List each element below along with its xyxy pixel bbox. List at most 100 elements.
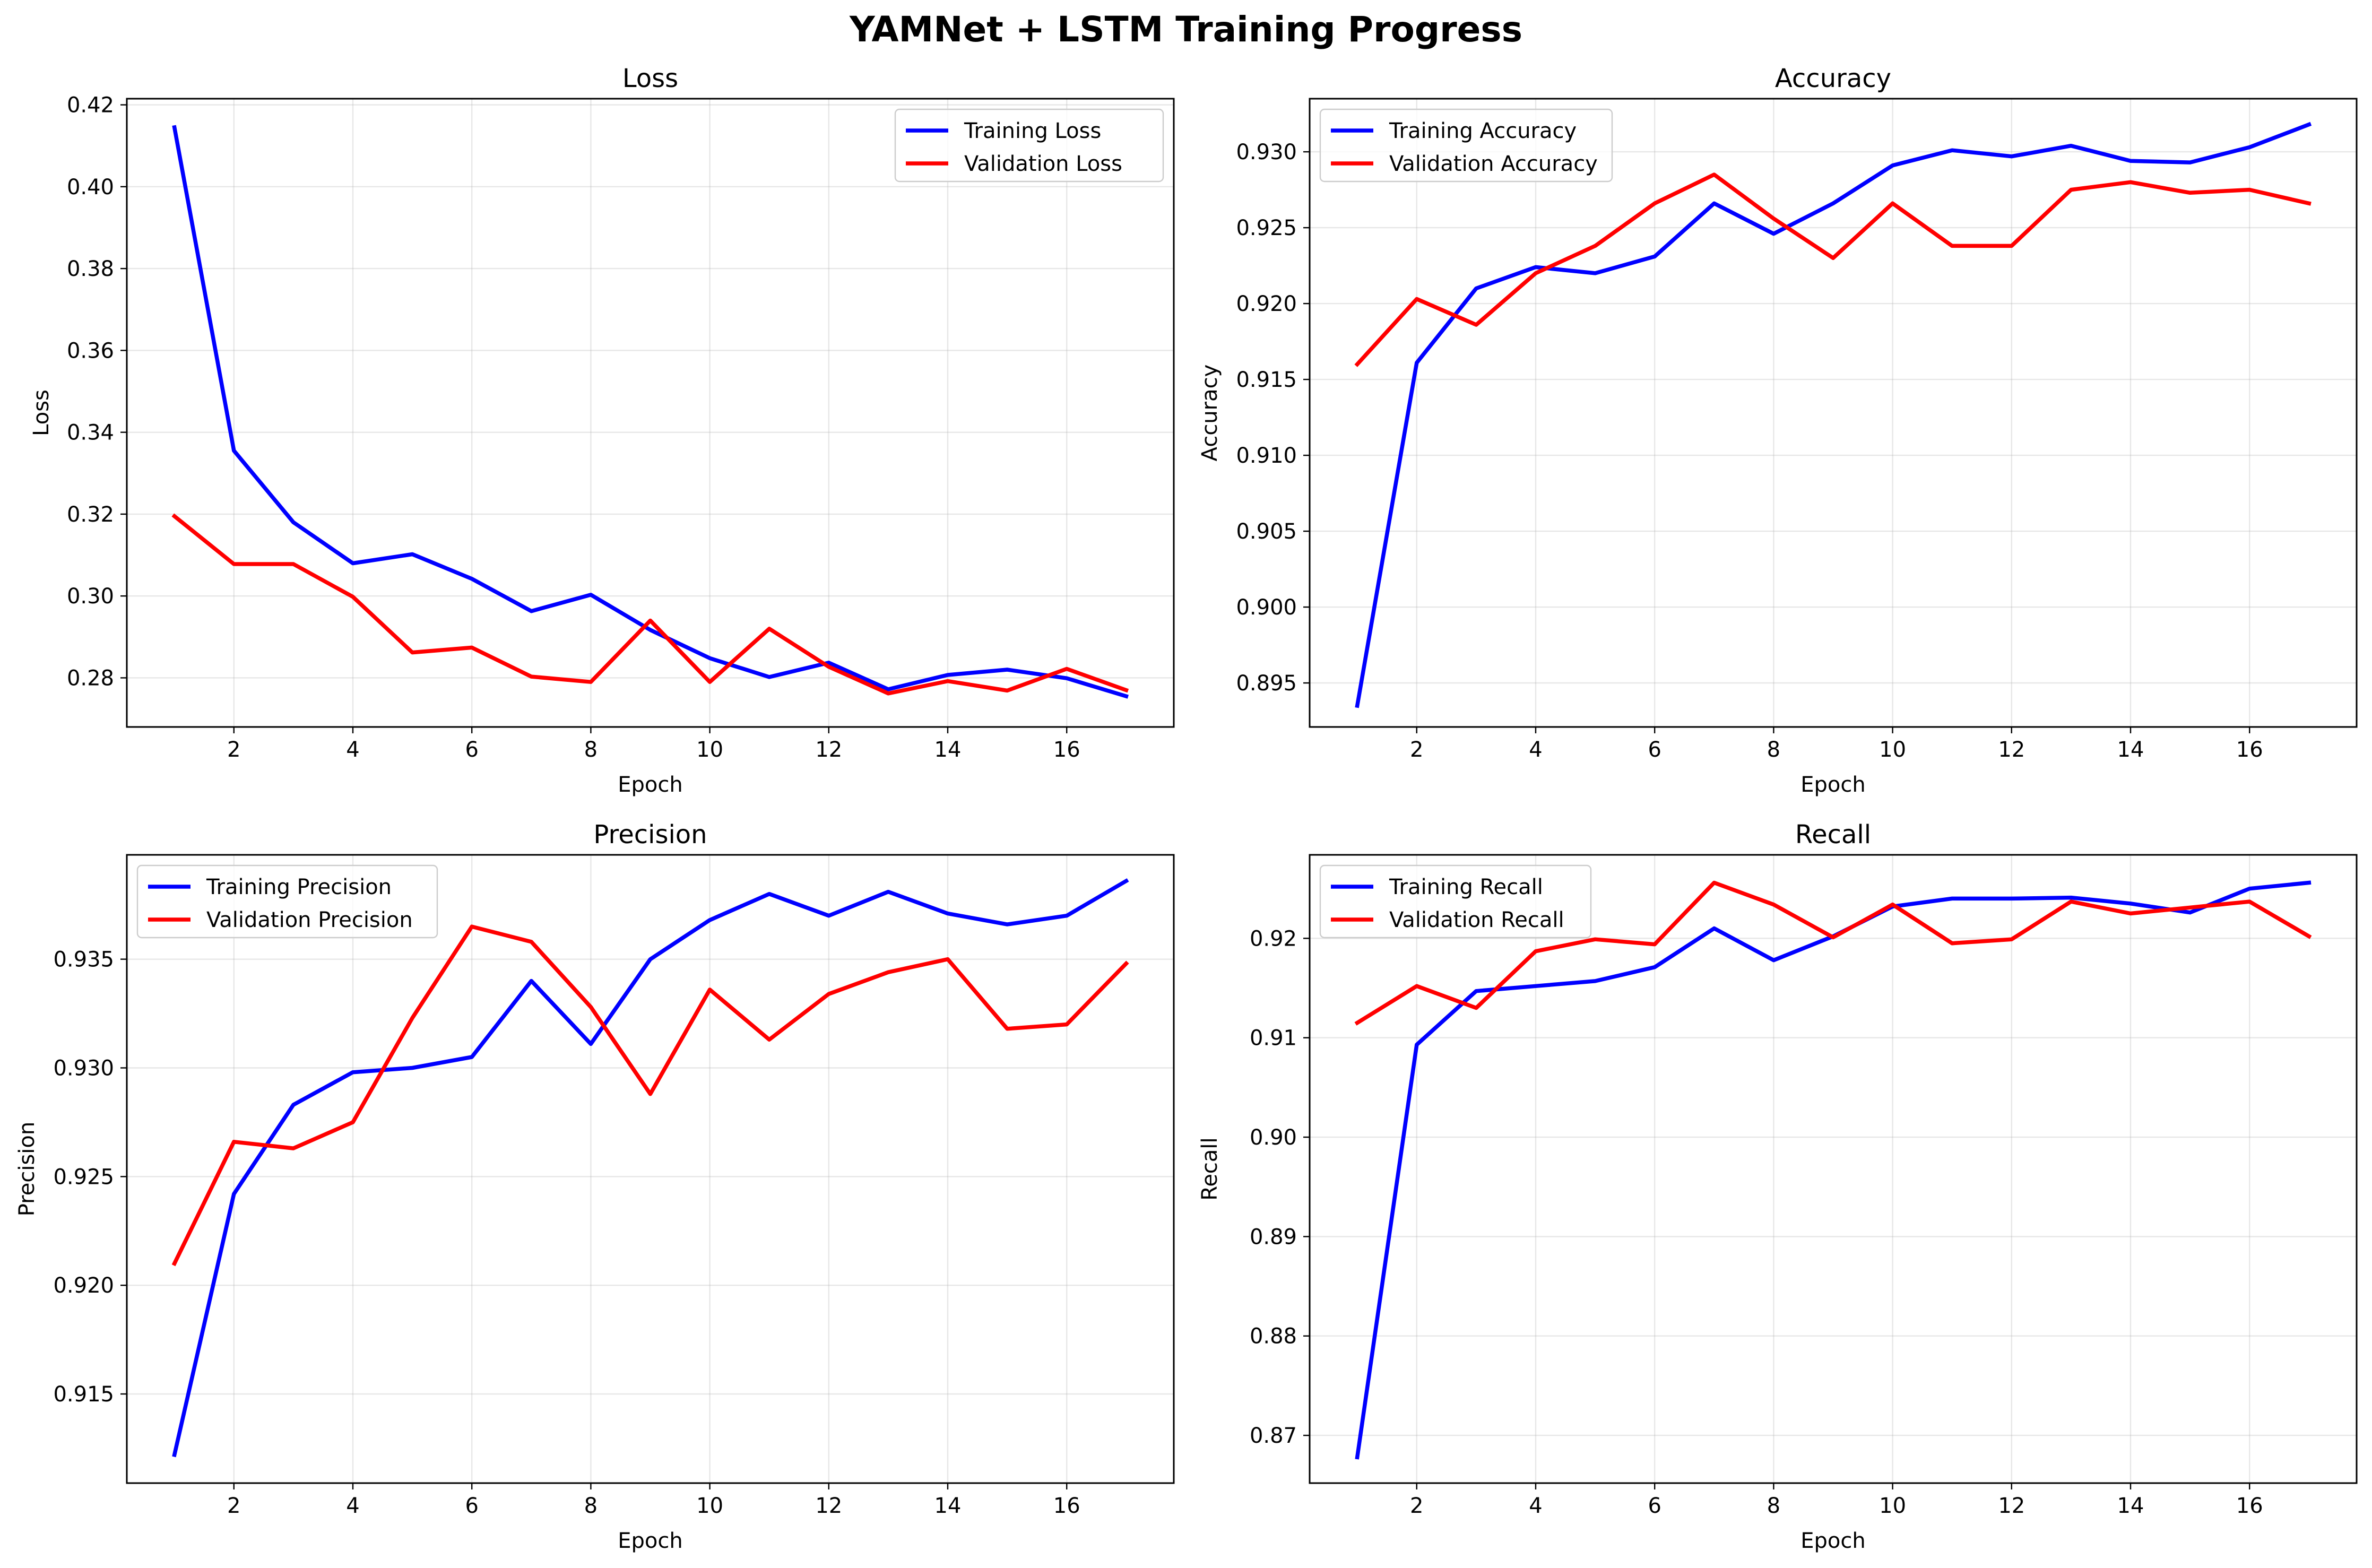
chart-title: Loss — [622, 64, 678, 93]
series-line-training-accuracy — [1355, 122, 2312, 708]
y-tick-label: 0.28 — [67, 666, 114, 690]
y-tick-label: 0.32 — [67, 503, 114, 527]
chart-accuracy: 2 4 6 8 10 12 14 16 0.895 0.900 0.905 0.910 0.915 0.9… — [1198, 64, 2358, 797]
legend: Training Loss Validation Loss — [894, 108, 1164, 183]
y-tick-label: 0.915 — [53, 1382, 114, 1407]
figure-title: YAMNet + LSTM Training Progress — [849, 9, 1522, 50]
y-tick-label: 0.905 — [1236, 519, 1297, 544]
y-tick-label: 0.36 — [67, 339, 114, 363]
x-tick-label: 6 — [465, 738, 478, 762]
y-tick-label: 0.34 — [67, 421, 114, 445]
series-line-validation-loss — [171, 513, 1129, 696]
x-axis-label: Epoch — [618, 773, 682, 797]
y-tick-label: 0.42 — [67, 93, 114, 118]
y-tick-label: 0.92 — [1250, 926, 1297, 951]
x-tick-label: 4 — [346, 738, 359, 762]
y-axis-label: Accuracy — [1198, 365, 1222, 462]
chart-title: Precision — [593, 820, 707, 850]
legend: Training Precision Validation Precision — [136, 864, 438, 939]
y-tick-label: 0.920 — [1236, 292, 1297, 316]
x-tick-label: 16 — [1053, 738, 1080, 762]
x-tick-label: 6 — [1648, 738, 1661, 762]
y-tick-label: 0.89 — [1250, 1225, 1297, 1249]
x-tick-label: 8 — [1767, 738, 1780, 762]
legend-label: Training Recall — [1389, 875, 1543, 899]
x-tick-label: 14 — [934, 738, 962, 762]
y-tick-label: 0.38 — [67, 257, 114, 281]
y-tick-label: 0.900 — [1236, 595, 1297, 620]
legend-label: Validation Accuracy — [1389, 152, 1598, 176]
plot-frame — [1309, 854, 2358, 1484]
plot-frame — [126, 854, 1175, 1484]
legend-box — [1319, 864, 1592, 939]
legend-label: Validation Recall — [1389, 908, 1564, 932]
chart-loss: 2 4 6 8 10 12 14 16 0.28 0.30 0.32 0.34 0.36 0.38 0.40… — [29, 64, 1175, 797]
chart-precision: 2 4 6 8 10 12 14 16 0.915 0.920 0.925 0.930 0.935 Pre… — [15, 820, 1175, 1553]
x-tick-label: 6 — [465, 1494, 478, 1518]
legend-label: Validation Precision — [206, 908, 413, 932]
x-tick-label: 8 — [584, 1494, 598, 1518]
legend-box — [136, 864, 438, 939]
y-tick-label: 0.930 — [1236, 140, 1297, 164]
legend-label: Validation Loss — [964, 152, 1122, 176]
x-tick-label: 16 — [2236, 1494, 2263, 1518]
x-tick-label: 12 — [815, 1494, 842, 1518]
legend-box — [1319, 108, 1613, 183]
y-tick-label: 0.935 — [53, 948, 114, 972]
y-tick-label: 0.30 — [67, 584, 114, 609]
plot-frame — [126, 98, 1175, 728]
series-line-validation-recall — [1354, 880, 2312, 1026]
y-axis-label: Recall — [1198, 1137, 1222, 1200]
x-tick-label: 16 — [1053, 1494, 1080, 1518]
x-tick-label: 2 — [227, 738, 240, 762]
x-tick-label: 2 — [1410, 1494, 1423, 1518]
chart-recall: 2 4 6 8 10 12 14 16 0.87 0.88 0.89 0.90 0.91 0.92 Reca… — [1198, 820, 2358, 1553]
x-tick-label: 8 — [584, 738, 598, 762]
x-axis-label: Epoch — [618, 1529, 682, 1553]
x-tick-label: 14 — [2117, 1494, 2144, 1518]
x-tick-label: 12 — [1998, 1494, 2025, 1518]
x-tick-label: 16 — [2236, 738, 2263, 762]
legend-box — [894, 108, 1164, 183]
y-axis-label: Precision — [15, 1122, 39, 1216]
legend-label: Training Precision — [206, 875, 392, 899]
x-tick-label: 10 — [1879, 1494, 1906, 1518]
y-tick-label: 0.925 — [1236, 216, 1297, 240]
x-tick-label: 2 — [1410, 738, 1423, 762]
x-tick-label: 6 — [1648, 1494, 1661, 1518]
x-tick-label: 10 — [1879, 738, 1906, 762]
chart-title: Accuracy — [1775, 64, 1891, 93]
x-tick-label: 10 — [696, 1494, 723, 1518]
y-tick-label: 0.87 — [1250, 1424, 1297, 1448]
legend-label: Training Accuracy — [1389, 119, 1577, 143]
y-tick-label: 0.91 — [1250, 1026, 1297, 1051]
x-axis-label: Epoch — [1800, 773, 1865, 797]
y-tick-label: 0.40 — [67, 175, 114, 200]
legend: Training Accuracy Validation Accuracy — [1319, 108, 1613, 183]
y-tick-label: 0.930 — [53, 1056, 114, 1080]
legend-label: Training Loss — [964, 119, 1101, 143]
x-tick-label: 4 — [1529, 738, 1542, 762]
x-axis-label: Epoch — [1800, 1529, 1865, 1553]
y-tick-label: 0.920 — [53, 1274, 114, 1298]
x-tick-label: 2 — [227, 1494, 240, 1518]
x-tick-label: 8 — [1767, 1494, 1780, 1518]
y-tick-label: 0.895 — [1236, 671, 1297, 696]
series-line-validation-precision — [171, 924, 1129, 1267]
series-line-training-precision — [172, 878, 1129, 1458]
y-axis-label: Loss — [29, 389, 54, 436]
legend: Training Recall Validation Recall — [1319, 864, 1592, 939]
x-tick-label: 12 — [1998, 738, 2025, 762]
y-tick-label: 0.925 — [53, 1165, 114, 1189]
chart-title: Recall — [1795, 820, 1871, 850]
x-tick-label: 10 — [696, 738, 723, 762]
x-tick-label: 4 — [346, 1494, 359, 1518]
x-tick-label: 14 — [934, 1494, 962, 1518]
x-tick-label: 14 — [2117, 738, 2144, 762]
x-tick-label: 12 — [815, 738, 842, 762]
y-tick-label: 0.90 — [1250, 1125, 1297, 1150]
y-tick-label: 0.915 — [1236, 368, 1297, 392]
y-tick-label: 0.910 — [1236, 444, 1297, 468]
series-line-training-loss — [172, 125, 1129, 699]
